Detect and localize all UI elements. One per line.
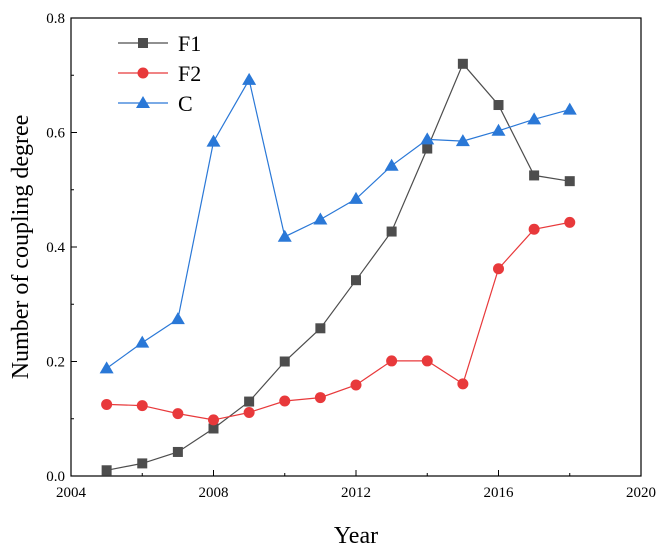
data-point-f1 bbox=[315, 323, 326, 334]
y-tick-label: 0.6 bbox=[46, 126, 65, 142]
series-line-f2 bbox=[106, 221, 570, 421]
data-point-f1 bbox=[351, 275, 361, 286]
legend-marker-c bbox=[136, 96, 150, 108]
data-point-f1 bbox=[137, 458, 148, 469]
y-axis-title: Number of coupling degree bbox=[8, 115, 34, 380]
y-tick-label: 0.0 bbox=[46, 469, 65, 485]
x-tick-label: 2012 bbox=[341, 485, 371, 501]
data-point-f1 bbox=[529, 170, 540, 181]
data-point-f2 bbox=[421, 355, 433, 367]
x-tick-label: 2016 bbox=[484, 485, 515, 501]
data-point-c bbox=[384, 158, 399, 171]
legend-label-f1: F1 bbox=[178, 31, 201, 56]
data-point-f2 bbox=[457, 378, 469, 390]
data-point-f2 bbox=[172, 408, 184, 420]
plot-frame bbox=[70, 17, 642, 477]
x-tick-label: 2008 bbox=[199, 485, 229, 501]
legend-label-c: C bbox=[178, 91, 193, 116]
data-point-f2 bbox=[279, 395, 291, 407]
data-point-f1 bbox=[172, 446, 183, 457]
data-point-f1 bbox=[279, 356, 290, 367]
legend-label-f2: F2 bbox=[178, 61, 201, 86]
data-point-c bbox=[562, 102, 577, 115]
data-point-c bbox=[277, 229, 292, 242]
series-line-c bbox=[106, 78, 570, 369]
data-point-c bbox=[491, 123, 506, 136]
data-point-f2 bbox=[314, 392, 326, 404]
data-point-f1 bbox=[101, 465, 112, 476]
x-axis-title: Year bbox=[334, 523, 378, 548]
data-point-f2 bbox=[208, 414, 219, 426]
data-point-c bbox=[135, 335, 150, 348]
data-point-f2 bbox=[101, 398, 113, 410]
data-point-f1 bbox=[457, 58, 468, 69]
data-point-f1 bbox=[386, 226, 397, 237]
data-point-f1 bbox=[564, 176, 575, 187]
legend-marker-f1 bbox=[138, 38, 148, 48]
data-point-f2 bbox=[493, 263, 504, 275]
data-point-c bbox=[420, 132, 435, 145]
x-tick-label: 2004 bbox=[56, 485, 87, 501]
data-point-c bbox=[527, 112, 542, 125]
legend-marker-f2 bbox=[137, 67, 149, 79]
x-tick-label: 2020 bbox=[626, 485, 656, 501]
axes: 2004 2008 2012 2016 2020 0.0 0.2 0.4 0.6 0.8 bbox=[46, 11, 656, 501]
data-point-f1 bbox=[422, 143, 433, 154]
data-point-c bbox=[455, 134, 470, 147]
data-point-f1 bbox=[493, 100, 504, 111]
data-point-c bbox=[349, 191, 363, 204]
data-point-f2 bbox=[243, 406, 255, 418]
legend: F1 F2 C bbox=[118, 31, 201, 116]
data-point-c bbox=[206, 134, 221, 147]
plot-area bbox=[99, 58, 577, 476]
data-point-f2 bbox=[528, 223, 540, 235]
y-tick-label: 0.8 bbox=[46, 11, 65, 27]
data-point-f1 bbox=[208, 423, 219, 434]
data-point-f1 bbox=[244, 396, 255, 407]
data-point-c bbox=[99, 361, 114, 374]
data-point-c bbox=[170, 312, 185, 325]
y-tick-label: 0.2 bbox=[46, 355, 65, 371]
data-point-f2 bbox=[350, 379, 362, 391]
data-point-f2 bbox=[386, 355, 398, 367]
data-point-c bbox=[313, 212, 328, 225]
series-line-f1 bbox=[106, 62, 570, 471]
data-point-f2 bbox=[564, 216, 576, 228]
data-point-c bbox=[242, 72, 257, 85]
data-point-f2 bbox=[136, 400, 148, 412]
y-tick-label: 0.4 bbox=[46, 240, 65, 256]
